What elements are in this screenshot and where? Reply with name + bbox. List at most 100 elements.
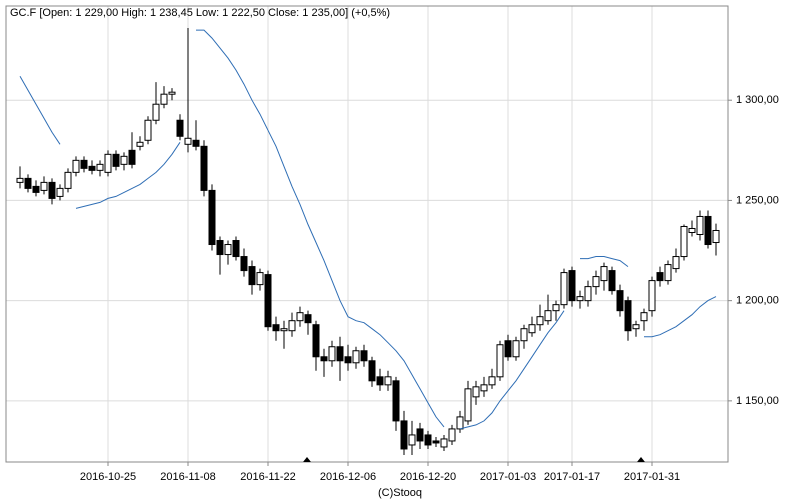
candle-body xyxy=(328,346,336,362)
candle-body xyxy=(136,141,144,147)
y-tick-label: 1 200,00 xyxy=(736,295,779,307)
y-tick-label: 1 150,00 xyxy=(736,395,779,407)
candle-body xyxy=(104,153,112,173)
candle-body xyxy=(560,272,568,306)
candle-body xyxy=(400,420,408,450)
candle-body xyxy=(336,346,344,362)
candle-body xyxy=(568,270,576,302)
candle-body xyxy=(528,324,536,334)
candle-body xyxy=(448,428,456,442)
candle-body xyxy=(616,290,624,312)
candle-body xyxy=(680,225,688,258)
indicator-line xyxy=(19,29,717,430)
candle-body xyxy=(496,344,504,378)
candle-body xyxy=(440,438,448,448)
candle-body xyxy=(520,328,528,342)
x-tick-label: 2016-11-22 xyxy=(240,471,295,483)
candle-body xyxy=(432,440,440,444)
candle-body xyxy=(144,119,152,141)
candle-body xyxy=(664,264,672,282)
x-tick-label: 2017-01-03 xyxy=(480,471,536,483)
candle-body xyxy=(40,181,48,191)
x-tick-label: 2016-12-06 xyxy=(320,471,376,483)
candle-body xyxy=(392,380,400,422)
candle-body xyxy=(472,386,480,398)
candle-body xyxy=(168,91,176,95)
plot-frame xyxy=(5,5,729,463)
candle-body xyxy=(64,171,72,189)
candle-body xyxy=(480,384,488,392)
candle-body xyxy=(608,270,616,292)
candle-body xyxy=(128,149,136,165)
candle-body xyxy=(696,215,704,236)
candle-body xyxy=(672,256,680,270)
candle-body xyxy=(456,416,464,430)
candle-body xyxy=(152,103,160,121)
candle-body xyxy=(192,139,200,147)
candle-body xyxy=(600,266,608,282)
candle-body xyxy=(16,177,24,183)
candle-body xyxy=(640,312,648,322)
candle-body xyxy=(112,153,120,167)
candle-body xyxy=(384,376,392,386)
candle-body xyxy=(360,350,368,362)
candle-body xyxy=(352,350,360,364)
candle-body xyxy=(464,388,472,422)
event-marker xyxy=(303,457,311,462)
candle-body xyxy=(208,189,216,246)
candle-body xyxy=(552,304,560,312)
candle-body xyxy=(288,320,296,332)
candle-body xyxy=(512,340,520,358)
x-tick-label: 2016-12-20 xyxy=(400,471,456,483)
candle-body xyxy=(376,376,384,386)
candle-body xyxy=(160,93,168,105)
candle-body xyxy=(264,274,272,328)
candle-body xyxy=(216,240,224,256)
candle-body xyxy=(368,360,376,382)
candle-body xyxy=(32,185,40,193)
candle-body xyxy=(624,300,632,332)
candle-body xyxy=(56,187,64,197)
x-tick-label: 2016-11-08 xyxy=(160,471,215,483)
candle-body xyxy=(200,145,208,191)
candle-body xyxy=(592,276,600,288)
candle-body xyxy=(88,165,96,171)
candle-body xyxy=(656,272,664,282)
candle-body xyxy=(416,428,424,442)
candle-body xyxy=(48,181,56,199)
candle-body xyxy=(648,280,656,312)
candle-body xyxy=(280,328,288,332)
candle-body xyxy=(312,324,320,358)
x-tick-label: 2017-01-31 xyxy=(624,471,680,483)
x-tick-label: 2016-10-25 xyxy=(80,471,136,483)
candle-body xyxy=(344,356,352,364)
candle-body xyxy=(296,312,304,322)
candle-body xyxy=(424,434,432,446)
candle-body xyxy=(488,376,496,386)
candle-body xyxy=(120,155,128,165)
candle-body xyxy=(576,296,584,302)
candle-body xyxy=(272,324,280,332)
x-tick-label: 2017-01-17 xyxy=(544,471,600,483)
candle-body xyxy=(72,159,80,173)
chart-title: GC.F [Open: 1 229,00 High: 1 238,45 Low:… xyxy=(10,7,390,19)
candle-body xyxy=(304,314,312,324)
candle-body xyxy=(224,244,232,256)
candle-body xyxy=(584,286,592,302)
candle-body xyxy=(256,272,264,286)
candle-body xyxy=(80,159,88,169)
event-marker xyxy=(637,457,645,462)
candle-body xyxy=(704,215,712,246)
candle-body xyxy=(184,137,192,145)
y-tick-label: 1 300,00 xyxy=(736,94,779,106)
candle-body xyxy=(408,434,416,446)
candle-body xyxy=(24,177,32,189)
candle-body xyxy=(504,340,512,358)
candle-body xyxy=(240,256,248,272)
candle-body xyxy=(536,316,544,326)
marks xyxy=(16,28,720,455)
credit: (C)Stooq xyxy=(378,487,422,499)
candle-body xyxy=(248,266,256,286)
